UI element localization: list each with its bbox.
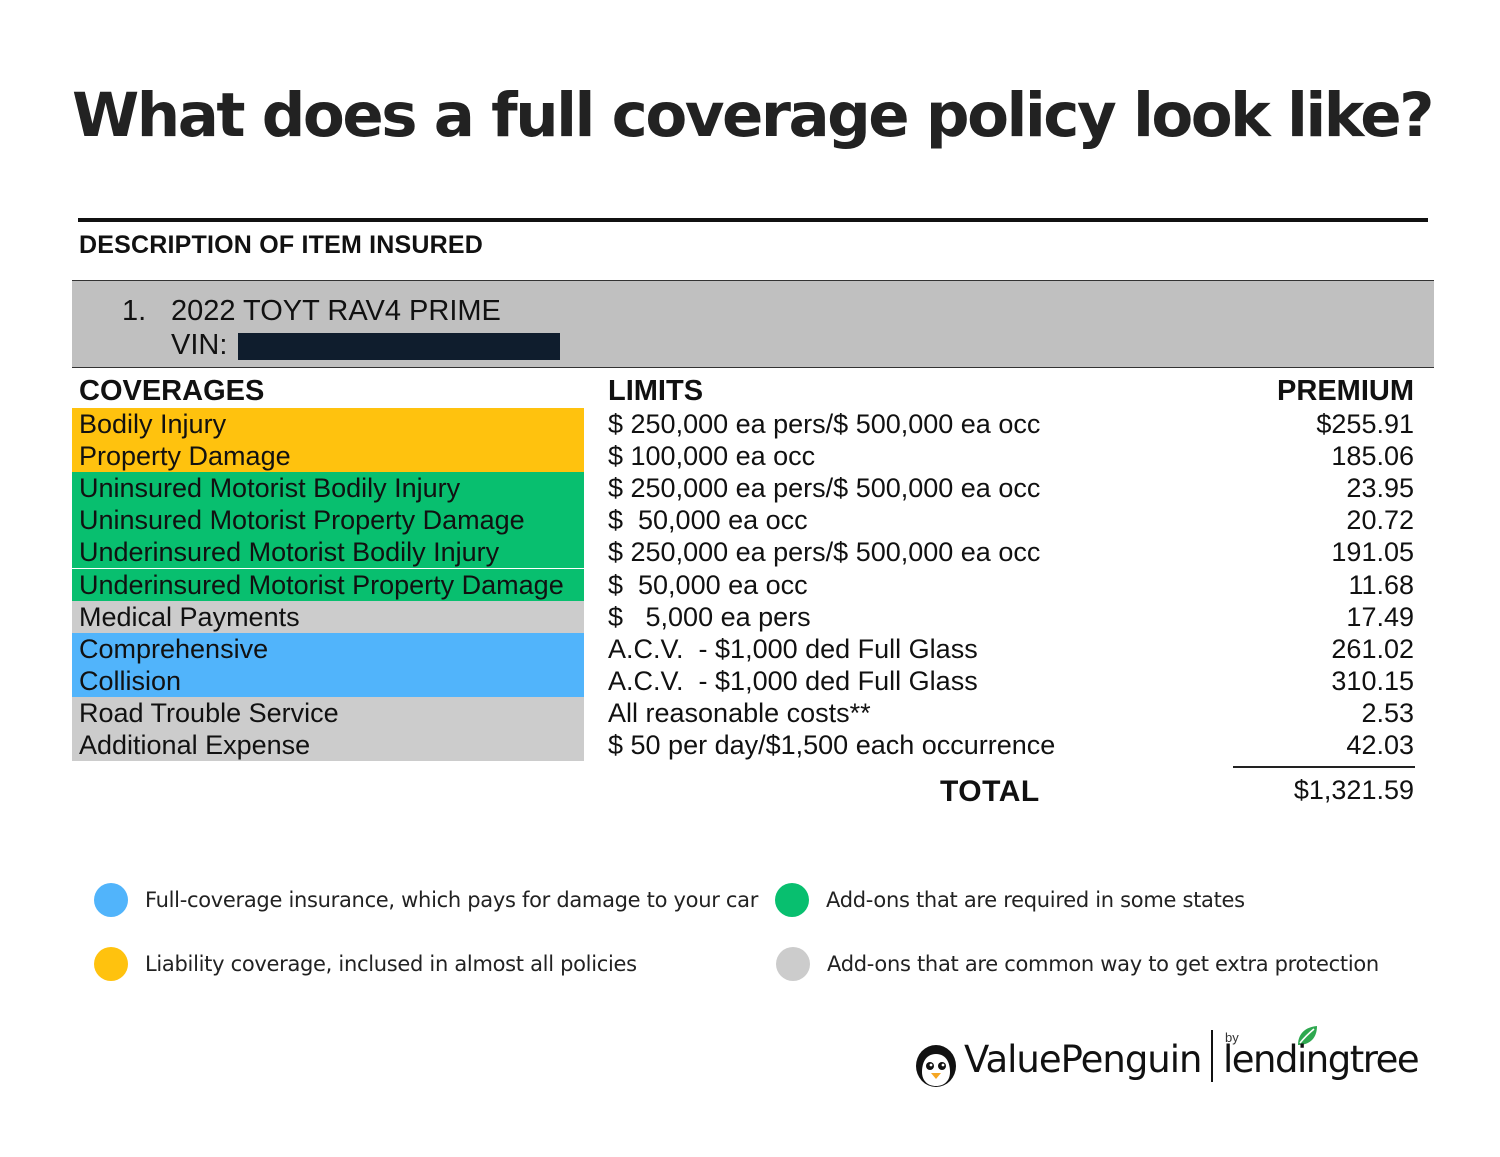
vin-label: VIN: [171, 329, 228, 361]
premium-cell: $255.91 [1316, 409, 1414, 439]
premium-cell: 261.02 [1331, 633, 1414, 664]
limit-cell: A.C.V. - $1,000 ded Full Glass [608, 665, 978, 696]
limit-cell: $ 50,000 ea occ [608, 505, 808, 536]
premium-cell: 11.68 [1348, 569, 1414, 600]
table-row: Comprehensive A.C.V. - $1,000 ded Full Gl… [72, 632, 1414, 665]
coverage-cell: Medical Payments [72, 600, 584, 633]
coverage-cell: Underinsured Motorist Bodily Injury [72, 536, 584, 569]
premium-cell: 191.05 [1331, 537, 1414, 568]
table-row: Additional Expense $ 50 per day/$1,500 ea… [72, 729, 1414, 761]
vehicle-box: 1. 2022 TOYT RAV4 PRIME VIN: [72, 280, 1434, 368]
coverage-cell: Underinsured Motorist Property Damage [72, 568, 584, 601]
legend-text-full: Full-coverage insurance, which pays for … [145, 888, 759, 912]
yellow-dot-icon [94, 947, 128, 981]
page-title: What does a full coverage policy look li… [72, 80, 1435, 151]
total-label: TOTAL [940, 775, 1040, 808]
valuepenguin-wordmark: ValuePenguin [964, 1038, 1202, 1081]
premium-cell: 310.15 [1331, 665, 1414, 696]
coverage-cell: Comprehensive [72, 632, 584, 665]
coverage-cell: Road Trouble Service [72, 696, 584, 729]
limit-cell: $ 250,000 ea pers/$ 500,000 ea occ [608, 409, 1041, 439]
premium-cell: 2.53 [1361, 697, 1414, 728]
section-heading: DESCRIPTION OF ITEM INSURED [79, 231, 484, 259]
coverage-cell: Uninsured Motorist Property Damage [72, 504, 584, 537]
limit-cell: $ 100,000 ea occ [608, 441, 816, 472]
green-dot-icon [775, 883, 809, 917]
coverages-header: COVERAGES [79, 375, 265, 407]
limit-cell: $ 50 per day/$1,500 each occurrence [608, 730, 1056, 760]
premium-cell: 20.72 [1346, 505, 1414, 536]
table-row: Underinsured Motorist Property Damage $ 5… [72, 568, 1414, 601]
limit-cell: $ 250,000 ea pers/$ 500,000 ea occ [608, 537, 1041, 568]
table-row: Bodily Injury $ 250,000 ea pers/$ 500,000… [72, 408, 1414, 440]
legend-item-liability: Liability coverage, inclused in almost a… [94, 947, 637, 981]
legend-text-required: Add-ons that are required in some states [826, 888, 1245, 912]
limit-cell: All reasonable costs** [608, 697, 871, 728]
vehicle-name: 2022 TOYT RAV4 PRIME [171, 295, 501, 327]
legend-text-extra: Add-ons that are common way to get extra… [827, 952, 1379, 976]
leaf-icon [1298, 1026, 1317, 1045]
coverage-cell: Property Damage [72, 440, 584, 473]
table-row: Uninsured Motorist Bodily Injury $ 250,00… [72, 472, 1414, 505]
premium-cell: 17.49 [1346, 601, 1414, 632]
legend-item-required: Add-ons that are required in some states [775, 883, 1245, 917]
coverage-cell: Additional Expense [72, 729, 584, 761]
legend-item-extra: Add-ons that are common way to get extra… [776, 947, 1379, 981]
brand-logo: ValuePenguin by lendingtree [914, 1022, 1420, 1092]
premium-header: PREMIUM [1277, 375, 1414, 407]
premium-cell: 185.06 [1331, 441, 1414, 472]
top-rule [78, 218, 1428, 222]
vin-redaction [238, 333, 560, 360]
limit-cell: $ 5,000 ea pers [608, 601, 811, 632]
legend-item-full: Full-coverage insurance, which pays for … [94, 883, 758, 917]
total-rule [1233, 766, 1415, 768]
logo-divider [1211, 1030, 1213, 1082]
limit-cell: $ 50,000 ea occ [608, 569, 808, 600]
table-row: Medical Payments $ 5,000 ea pers 17.49 [72, 600, 1414, 633]
gray-dot-icon [776, 947, 810, 981]
vehicle-number: 1. [122, 295, 147, 327]
premium-cell: 23.95 [1346, 473, 1414, 504]
limits-header: LIMITS [608, 375, 704, 407]
coverage-cell: Collision [72, 664, 584, 697]
limit-cell: $ 250,000 ea pers/$ 500,000 ea occ [608, 473, 1041, 504]
coverage-cell: Bodily Injury [72, 408, 584, 440]
table-row: Road Trouble Service All reasonable costs… [72, 696, 1414, 729]
legend-text-liability: Liability coverage, inclused in almost a… [145, 952, 637, 976]
table-row: Collision A.C.V. - $1,000 ded Full Glass 3… [72, 664, 1414, 697]
limit-cell: A.C.V. - $1,000 ded Full Glass [608, 633, 978, 664]
logo-by-text: by [1225, 1030, 1239, 1045]
lendingtree-wordmark: lendingtree [1223, 1038, 1420, 1081]
total-value: $1,321.59 [1293, 775, 1414, 805]
blue-dot-icon [94, 883, 128, 917]
penguin-icon [916, 1045, 956, 1087]
table-row: Property Damage $ 100,000 ea occ 185.06 [72, 440, 1414, 473]
coverage-cell: Uninsured Motorist Bodily Injury [72, 472, 584, 505]
table-row: Uninsured Motorist Property Damage $ 50,0… [72, 504, 1414, 537]
premium-cell: 42.03 [1346, 730, 1414, 760]
table-row: Underinsured Motorist Bodily Injury $ 250… [72, 536, 1414, 569]
